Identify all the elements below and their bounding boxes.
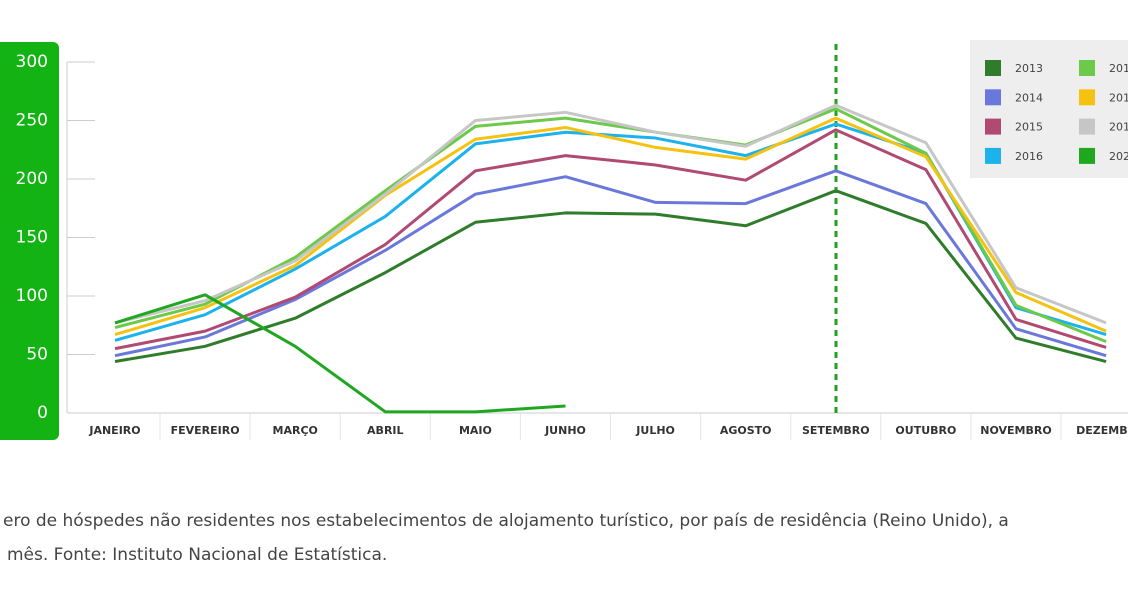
legend-label: 2015 [1015,121,1043,134]
legend-swatch [985,60,1001,76]
series-line [114,293,566,414]
series-line [114,169,1107,358]
x-tick-label: AGOSTO [720,424,772,437]
y-tick-label: 300 [16,52,48,72]
legend-swatch [1079,89,1095,106]
x-tick-label: JANEIRO [88,424,140,437]
legend-swatch [1079,60,1095,76]
legend-label: 2013 [1015,62,1043,75]
y-tick-label: 250 [16,111,48,131]
y-tick-label: 50 [26,345,48,365]
x-tick-label: SETEMBRO [802,424,870,437]
series-line [114,116,1107,337]
legend-label: 201 [1109,62,1128,75]
x-tick-label: JULHO [635,424,675,437]
y-axis-band [0,42,59,440]
legend-swatch [985,89,1001,106]
x-tick-label: MARÇO [273,424,318,437]
caption: mês. Fonte: Instituto Nacional de Estatí… [7,545,387,565]
legend-swatch [985,118,1001,135]
y-tick-label: 200 [16,169,48,189]
legend-label: 2014 [1015,91,1043,104]
x-tick-label: JUNHO [544,424,586,437]
x-tick-label: FEVEREIRO [171,424,240,437]
legend-swatch [985,147,1001,164]
legend-label: 2016 [1015,150,1043,163]
series-line [114,128,1107,351]
caption: ero de hóspedes não residentes nos estab… [3,511,1009,531]
legend-swatch [1079,118,1095,135]
legend-swatch [1079,147,1095,164]
series-line [114,107,1107,344]
x-tick-label: OUTUBRO [895,424,956,437]
y-tick-label: 0 [37,403,48,423]
legend-label: 201 [1109,121,1128,134]
x-tick-label: MAIO [459,424,492,437]
legend-label: 201 [1109,91,1128,104]
x-tick-label: NOVEMBRO [980,424,1051,437]
x-tick-label: DEZEMBR [1076,424,1128,437]
x-tick-label: ABRIL [367,424,403,437]
y-tick-label: 150 [16,228,48,248]
series-line [114,189,1107,363]
series-line [114,103,1107,325]
y-tick-label: 100 [16,286,48,306]
legend-label: 202 [1109,150,1128,163]
